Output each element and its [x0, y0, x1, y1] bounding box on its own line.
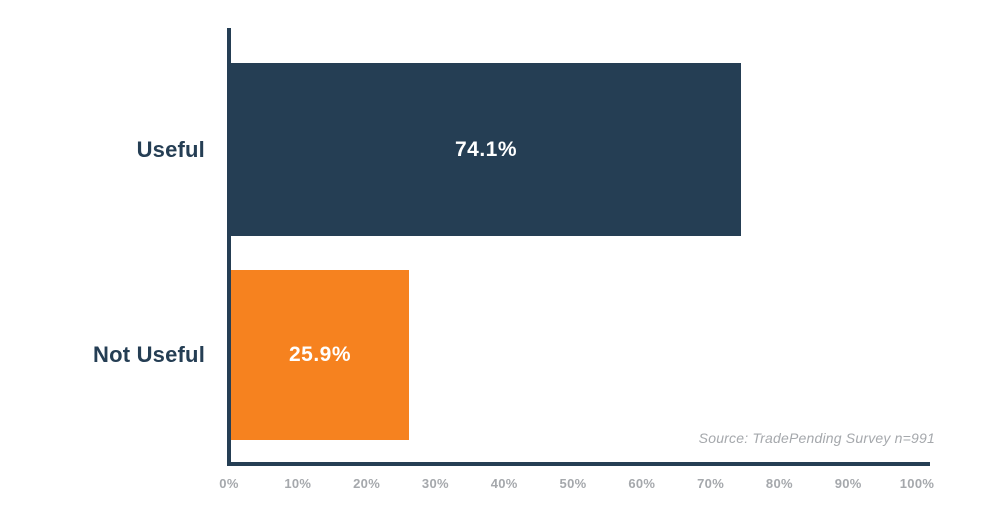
value-label-useful: 74.1% [454, 137, 518, 161]
x-tick-label-70: 70% [697, 476, 725, 491]
x-tick-label-10: 10% [284, 476, 312, 491]
x-axis-line [227, 462, 930, 466]
bar-not-useful: 25.9% [231, 270, 409, 440]
category-label-not-useful: Not Useful [93, 342, 205, 367]
y-axis-line [227, 28, 231, 466]
source-note: Source: TradePending Survey n=991 [698, 430, 935, 446]
x-tick-label-30: 30% [421, 476, 449, 491]
x-tick-label-100: 100% [899, 476, 935, 491]
x-tick-label-40: 40% [490, 476, 518, 491]
x-tick-label-50: 50% [559, 476, 587, 491]
category-label-useful: Useful [136, 136, 205, 162]
x-tick-label-90: 90% [834, 476, 862, 491]
x-tick-label-60: 60% [628, 476, 656, 491]
x-tick-label-0: 0% [219, 476, 239, 491]
x-tick-label-20: 20% [353, 476, 381, 491]
bar-useful: 74.1% [231, 63, 741, 236]
value-label-not-useful: 25.9% [288, 343, 352, 366]
x-tick-label-80: 80% [765, 476, 793, 491]
